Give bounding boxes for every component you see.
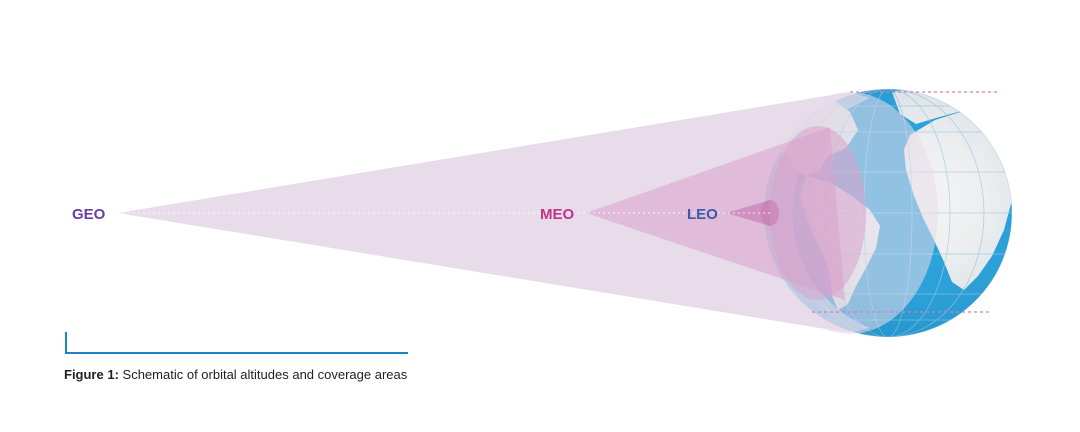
figure-caption-text: Schematic of orbital altitudes and cover… — [122, 367, 408, 382]
caption-accent-line — [65, 332, 408, 354]
meo-label: MEO — [540, 206, 575, 223]
figure-caption: Figure 1: Schematic of orbital altitudes… — [64, 367, 407, 382]
figure-caption-prefix: Figure 1: — [64, 367, 119, 382]
meo-coverage-cap — [770, 126, 866, 300]
geo-label: GEO — [72, 206, 106, 223]
leo-label: LEO — [687, 206, 718, 223]
